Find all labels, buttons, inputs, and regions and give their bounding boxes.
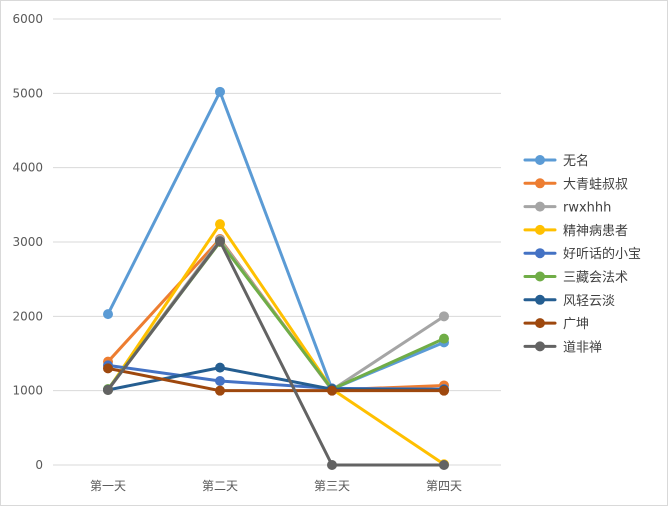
x-tick-label: 第一天 (90, 479, 126, 493)
series-point-6-1 (215, 362, 225, 373)
legend-marker-7 (535, 318, 545, 329)
legend-label-5: 三藏会法术 (563, 271, 628, 286)
series-point-4-1 (215, 376, 225, 387)
legend-marker-4 (535, 248, 545, 259)
legend-label-3: 精神病患者 (563, 224, 628, 239)
legend-label-8: 道非禅 (563, 340, 602, 355)
series-point-7-1 (215, 385, 225, 396)
legend-label-7: 广坤 (563, 317, 589, 332)
legend-item-2: rwxhhh (523, 201, 611, 216)
series-point-8-2 (327, 460, 337, 470)
legend-marker-5 (535, 271, 545, 282)
legend-item-4: 好听话的小宝 (523, 246, 641, 262)
series-point-7-0 (103, 363, 113, 374)
x-tick-label: 第三天 (314, 479, 350, 493)
series-point-8-3 (439, 460, 449, 470)
legend-label-4: 好听话的小宝 (563, 246, 641, 262)
series-point-8-0 (103, 384, 113, 395)
series-point-8-1 (215, 236, 225, 247)
legend-label-6: 风轻云淡 (563, 294, 615, 309)
legend-item-0: 无名 (523, 153, 589, 169)
series-line-8 (106, 239, 446, 467)
y-tick-label: 5000 (12, 86, 43, 100)
legend-item-7: 广坤 (523, 317, 589, 332)
series-lines (103, 86, 449, 470)
series-point-2-3 (439, 311, 449, 322)
series-point-0-0 (103, 309, 113, 320)
legend-label-1: 大青蛙叔叔 (563, 177, 628, 192)
legend-marker-8 (535, 341, 545, 352)
series-point-7-2 (327, 385, 337, 396)
series-point-5-3 (439, 333, 449, 344)
legend-marker-3 (535, 224, 545, 235)
series-point-0-1 (215, 86, 225, 97)
y-tick-label: 2000 (12, 309, 43, 323)
legend-marker-2 (535, 201, 545, 212)
legend-item-5: 三藏会法术 (523, 271, 628, 286)
series-line-7 (106, 366, 446, 393)
y-tick-label: 3000 (12, 235, 43, 249)
legend-label-0: 无名 (563, 153, 589, 169)
y-tick-label: 0 (35, 458, 43, 472)
legend-item-1: 大青蛙叔叔 (523, 177, 628, 192)
legend-marker-1 (535, 178, 545, 189)
legend-item-6: 风轻云淡 (523, 294, 615, 309)
series-line-3 (106, 222, 446, 466)
series-point-7-3 (439, 385, 449, 396)
series-point-3-1 (215, 219, 225, 230)
y-tick-label: 6000 (12, 12, 43, 26)
x-tick-label: 第四天 (426, 479, 462, 493)
y-tick-label: 4000 (12, 161, 43, 175)
legend-item-8: 道非禅 (523, 340, 602, 355)
legend-label-2: rwxhhh (563, 201, 611, 216)
axis-labels: 0 1000 2000 3000 4000 5000 6000 第一天 第二天 第三天 第四天 (12, 12, 462, 493)
y-tick-label: 1000 (12, 384, 43, 398)
legend-marker-0 (535, 155, 545, 165)
legend-item-3: 精神病患者 (523, 224, 628, 239)
legend-marker-6 (535, 294, 545, 305)
x-tick-label: 第二天 (202, 479, 238, 493)
series-line-0 (106, 90, 446, 391)
